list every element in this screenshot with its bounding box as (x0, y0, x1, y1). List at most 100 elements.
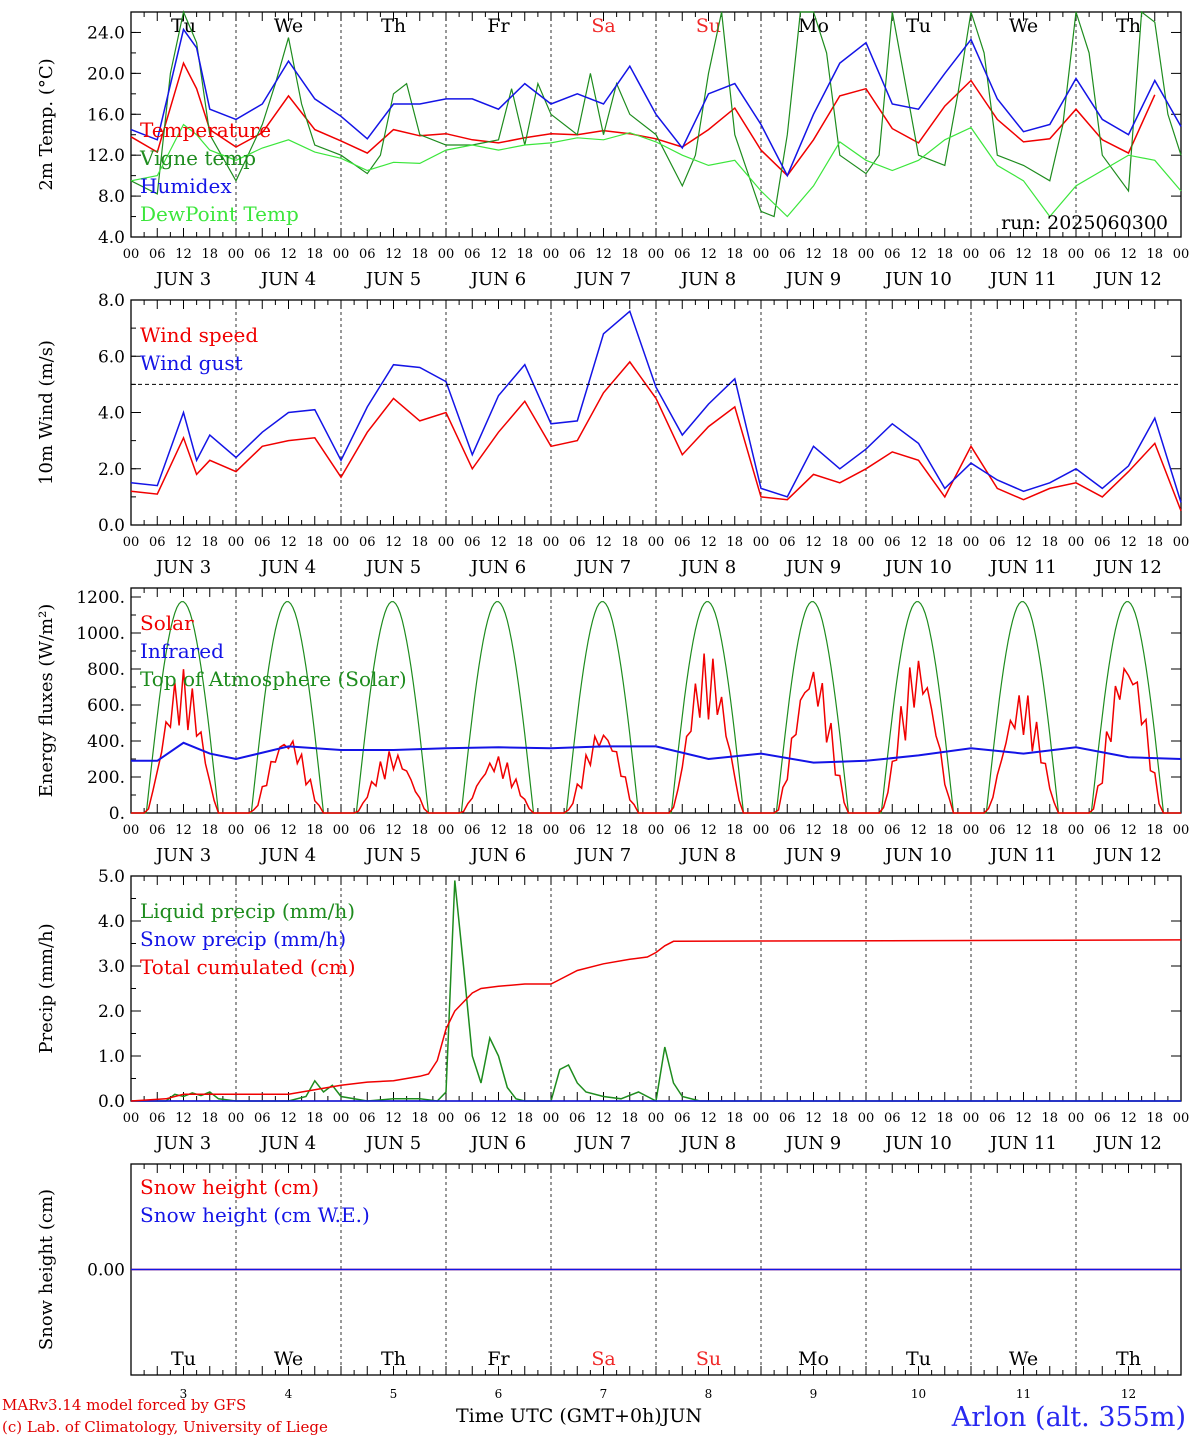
panel-4-y-tick-label: 3.0 (98, 957, 125, 977)
panel-1-hour-label: 00 (543, 247, 560, 262)
panel-2-hour-label: 00 (1068, 535, 1085, 550)
panel-2-series-line-1 (130, 310, 1182, 503)
panel-3-hour-label: 00 (858, 823, 875, 838)
panel-1-hour-label: 00 (648, 247, 665, 262)
panel-3-hour-label: 06 (1094, 823, 1111, 838)
panel-1-y-label: 2m Temp. (°C) (36, 58, 57, 190)
panel-3-legend-2: Top of Atmosphere (Solar) (140, 667, 407, 691)
panel-2-date-label: JUN 10 (883, 557, 952, 578)
panel-2-hour-label: 06 (989, 535, 1006, 550)
panel-1-hour-label: 00 (858, 247, 875, 262)
panel-2-hour-label: 00 (228, 535, 245, 550)
panel-1-hour-label: 06 (359, 247, 376, 262)
panel-2-y-tick-label: 8.0 (98, 291, 125, 311)
panel-2-hour-label: 12 (280, 535, 297, 550)
panel-1-hour-label: 06 (674, 247, 691, 262)
panel-5-dow-label: Th (1116, 1348, 1141, 1370)
panel-3-y-tick-label: 1200. (76, 588, 125, 608)
panel-4-hour-label: 18 (516, 1111, 533, 1126)
panel-4-date-label: JUN 5 (364, 1133, 421, 1154)
panel-3-hour-label: 18 (516, 823, 533, 838)
panel-1-hour-label: 00 (228, 247, 245, 262)
panel-1-hour-label: 06 (569, 247, 586, 262)
panel-3-hour-label: 06 (779, 823, 796, 838)
panel-2-y-tick-label: 2.0 (98, 460, 125, 480)
panel-1-hour-label: 12 (490, 247, 507, 262)
panel-1-hour-label: 06 (1094, 247, 1111, 262)
panel-1-dow-label: Tu (906, 15, 931, 37)
panel-3-hour-label: 12 (490, 823, 507, 838)
panel-1-date-label: JUN 7 (574, 269, 631, 290)
panel-1-dow-label: Tu (171, 15, 196, 37)
panel-3-hour-label: 06 (254, 823, 271, 838)
panel-3-date-label: JUN 8 (679, 845, 736, 866)
panel-1-series-line-2 (130, 27, 1182, 178)
panel-5-dow-label: We (274, 1348, 303, 1370)
series-solar-line (131, 653, 1181, 814)
panel-4-hour-label: 06 (884, 1111, 901, 1126)
panel-2-date-label: JUN 6 (469, 557, 526, 578)
run-label: run: 2025060300 (1001, 212, 1168, 234)
panel-1-dow-label: Sa (591, 15, 615, 37)
panel-2-hour-label: 00 (333, 535, 350, 550)
panel-4-hour-label: 06 (569, 1111, 586, 1126)
panel-4-date-label: JUN 9 (784, 1133, 841, 1154)
panel-1-date-label: JUN 4 (259, 269, 316, 290)
panel-2-date-label: JUN 4 (259, 557, 316, 578)
panel-1-legend-1: Vigne temp (139, 146, 256, 170)
panel-1-dow-label: Su (696, 15, 721, 37)
panel-3-hour-label: 18 (1041, 823, 1058, 838)
panel-3-y-tick-label: 400. (87, 732, 125, 752)
panel-4-hour-label: 18 (201, 1111, 218, 1126)
panel-4-hour-label: 06 (359, 1111, 376, 1126)
panel-3-hour-label: 18 (936, 823, 953, 838)
panel-4-hour-label: 12 (805, 1111, 822, 1126)
panel-3-hour-label-end: 00 (1173, 823, 1190, 838)
panel-2-hour-label: 06 (359, 535, 376, 550)
panel-2-date-label: JUN 5 (364, 557, 421, 578)
panel-1-hour-label: 18 (726, 247, 743, 262)
panel-1-legend-2: Humidex (140, 174, 232, 198)
panel-1-date-label: JUN 5 (364, 269, 421, 290)
panel-4-series-line-0 (131, 880, 1181, 1103)
panel-5-y-tick-label: 0.00 (87, 1261, 125, 1281)
lab-credit: (c) Lab. of Climatology, University of L… (2, 1418, 328, 1436)
panel-5-dow-label: We (1009, 1348, 1038, 1370)
panel-3-y-tick-label: 800. (87, 660, 125, 680)
x-axis-title-text: Time UTC (GMT+0h) (456, 1405, 662, 1427)
panel-5-dow-label: Fr (487, 1348, 510, 1370)
panel-4-y-label: Precip (mm/h) (36, 923, 57, 1053)
panel-1-date-label: JUN 3 (154, 269, 211, 290)
panel-4-hour-label: 18 (306, 1111, 323, 1126)
panel-2-y-tick-label: 4.0 (98, 404, 125, 424)
panel-2-hour-label: 00 (543, 535, 560, 550)
panel-2-hour-label: 06 (464, 535, 481, 550)
panel-3-hour-label: 18 (411, 823, 428, 838)
station-name: Arlon (alt. 355m) (951, 1402, 1186, 1433)
panel-1-hour-label: 18 (516, 247, 533, 262)
panel-3-date-label: JUN 11 (988, 845, 1057, 866)
panel-1-date-label: JUN 11 (988, 269, 1057, 290)
panel-5-legend-0: Snow height (cm) (140, 1175, 319, 1199)
panel-3-hour-label: 18 (201, 823, 218, 838)
panel-3-y-tick-label: 1000. (76, 624, 125, 644)
panel-3-hour-label: 12 (805, 823, 822, 838)
panel-3-legend-0: Solar (140, 611, 194, 635)
panel-4-hour-label: 00 (1068, 1111, 1085, 1126)
panel-2-hour-label: 06 (149, 535, 166, 550)
panel-2-legend-1: Wind gust (140, 351, 243, 375)
panel-4-hour-label: 06 (254, 1111, 271, 1126)
panel-1-hour-label: 18 (936, 247, 953, 262)
bottom-date-number: 7 (600, 1387, 608, 1401)
panel-3-hour-label: 12 (385, 823, 402, 838)
panel-1-y-tick-label: 8.0 (98, 187, 125, 207)
panel-4-hour-label: 18 (1146, 1111, 1163, 1126)
panel-1-dow-label: We (1009, 15, 1038, 37)
panel-1-dow-label: Fr (487, 15, 510, 37)
panel-1-y-tick-label: 16.0 (87, 105, 125, 125)
panel-2-hour-label: 00 (963, 535, 980, 550)
panel-1-hour-label: 12 (280, 247, 297, 262)
panel-5-dow-label: Tu (171, 1348, 196, 1370)
panel-1-hour-label: 00 (123, 247, 140, 262)
panel-3-hour-label: 00 (438, 823, 455, 838)
